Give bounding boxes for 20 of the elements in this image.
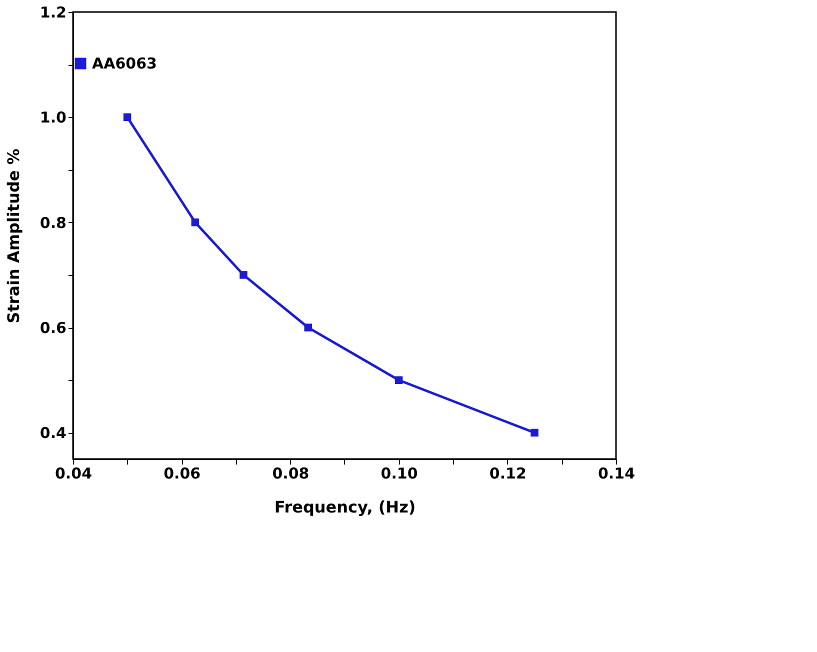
point [191, 218, 200, 226]
x-tick-label: 0.12 [489, 464, 526, 482]
y-tick-label: 1.2 [40, 4, 66, 22]
x-tick-label: 0.06 [164, 464, 201, 482]
y-tick-label: 0.4 [40, 424, 66, 442]
x-tick-label: 0.10 [380, 464, 418, 482]
y-axis-title: Strain Amplitude % [4, 148, 23, 324]
y-tick-label: 0.6 [40, 319, 66, 338]
point [394, 376, 403, 384]
x-tick-label: 0.04 [54, 464, 92, 482]
point [530, 428, 538, 437]
y-tick-label: 0.8 [40, 214, 66, 232]
x-tick-label: 0.08 [272, 464, 310, 482]
x-axis-title: Frequency, (Hz) [274, 498, 416, 516]
x-tick-label: 0.14 [598, 464, 636, 482]
y-tick-label: 1.0 [40, 108, 66, 127]
point [304, 324, 312, 332]
point [123, 113, 132, 122]
point [240, 271, 248, 279]
legend-label: AA6063 [92, 54, 157, 72]
